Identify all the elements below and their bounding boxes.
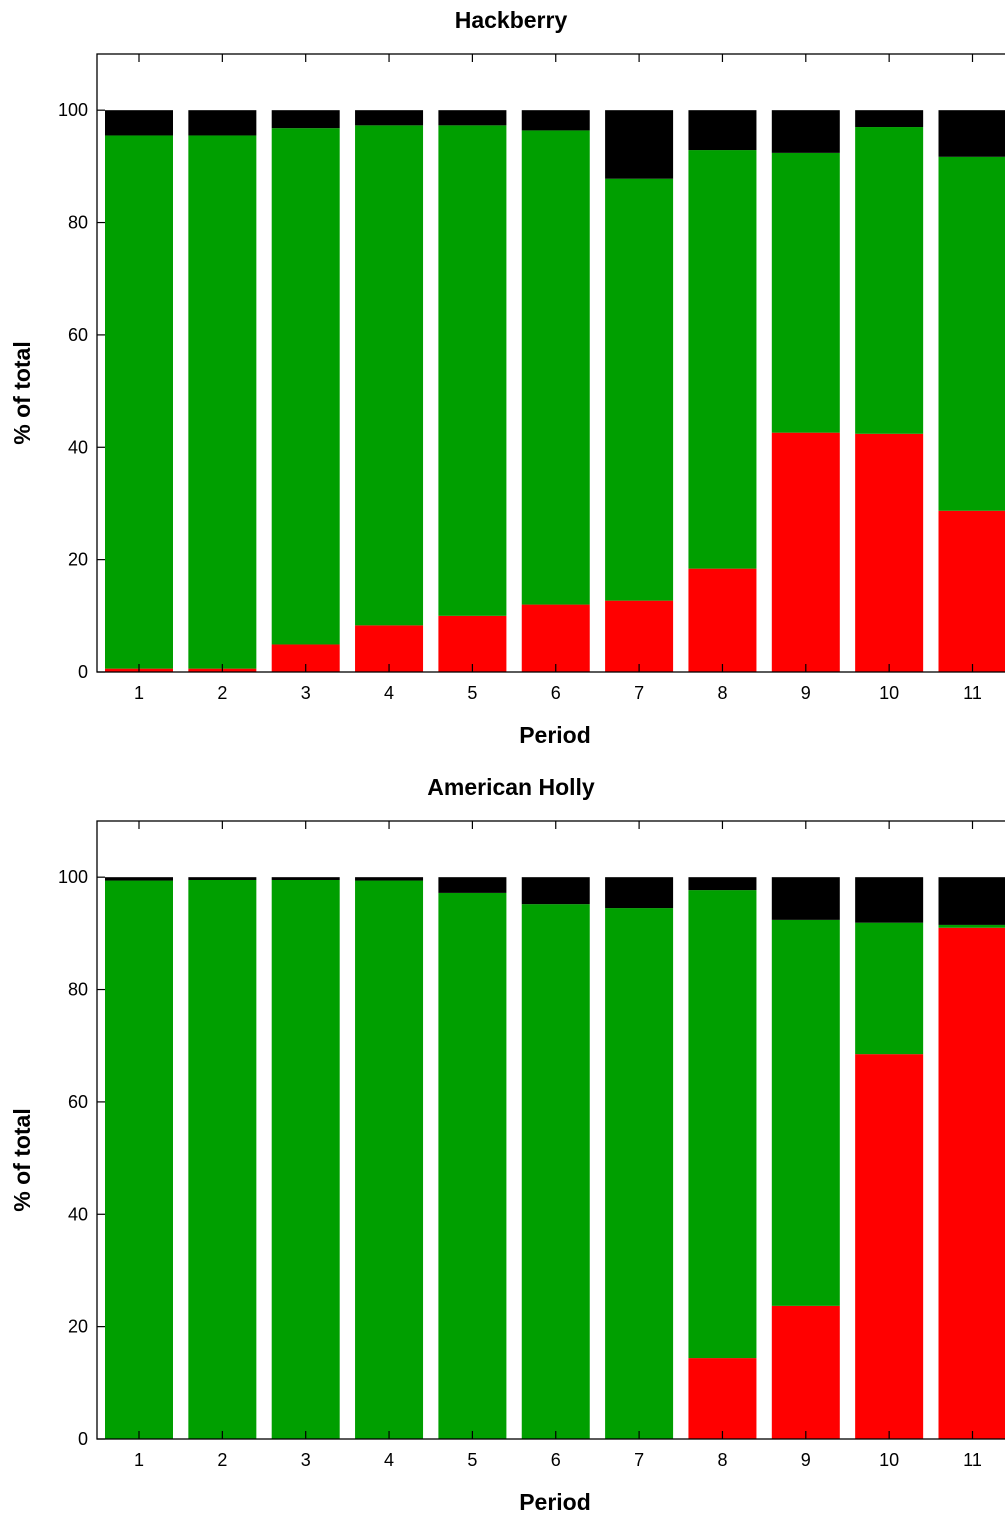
x-tick-label: 5	[467, 1450, 477, 1470]
hackberry-bar-period-10-segment-3	[855, 110, 923, 127]
american-holly-bar-period-3-segment-2	[272, 880, 340, 1439]
chart-title: American Holly	[427, 774, 595, 800]
american-holly-bar-period-1-segment-2	[105, 881, 173, 1439]
hackberry-bar-period-3-segment-2	[272, 128, 340, 644]
american-holly-bar-period-10-segment-2	[855, 923, 923, 1054]
y-tick-label: 100	[58, 867, 88, 887]
hackberry-bar-period-10-segment-1	[855, 434, 923, 672]
x-tick-label: 8	[717, 683, 727, 703]
hackberry-bar-period-11-segment-1	[939, 511, 1005, 672]
hackberry-bar-period-6-segment-2	[522, 130, 590, 604]
american-holly-bar-period-6-segment-2	[522, 904, 590, 1439]
american-holly-bar-period-1-segment-3	[105, 877, 173, 880]
hackberry-bar-period-5-segment-3	[438, 110, 506, 125]
y-tick-label: 60	[68, 325, 88, 345]
hackberry-bar-period-11-segment-3	[939, 110, 1005, 157]
y-tick-label: 20	[68, 1317, 88, 1337]
x-tick-label: 11	[963, 1450, 982, 1470]
hackberry-bar-period-11-segment-2	[939, 157, 1005, 511]
y-tick-label: 40	[68, 437, 88, 457]
hackberry-bar-period-7-segment-1	[605, 601, 673, 672]
american-holly-chart-panel: American Holly 0 20 40 60 80 100 1 2 3 4 5 6 7 8 9 10 11 P…	[0, 767, 1005, 1527]
american-holly-bar-period-5-segment-2	[438, 893, 506, 1439]
american-holly-bar-period-11-segment-1	[939, 928, 1005, 1439]
y-axis-label: % of total	[9, 1108, 35, 1212]
x-tick-label: 3	[301, 683, 311, 703]
american-holly-bar-period-11-segment-3	[939, 877, 1005, 925]
american-holly-bar-period-10-segment-1	[855, 1054, 923, 1439]
hackberry-bar-period-1-segment-2	[105, 135, 173, 668]
x-tick-label: 7	[634, 1450, 644, 1470]
hackberry-bar-period-6-segment-1	[522, 605, 590, 672]
american-holly-bar-period-2-segment-2	[188, 880, 256, 1439]
hackberry-bar-period-3-segment-3	[272, 110, 340, 128]
y-tick-label: 80	[68, 980, 88, 1000]
y-tick-label: 40	[68, 1204, 88, 1224]
american-holly-bar-period-8-segment-1	[688, 1358, 756, 1439]
x-tick-label: 9	[801, 683, 811, 703]
y-tick-label: 20	[68, 550, 88, 570]
hackberry-bar-period-1-segment-3	[105, 110, 173, 135]
american-holly-bar-period-10-segment-3	[855, 877, 923, 923]
american-holly-bar-period-5-segment-3	[438, 877, 506, 893]
y-tick-label: 80	[68, 213, 88, 233]
hackberry-bar-period-7-segment-2	[605, 179, 673, 601]
american-holly-bar-period-9-segment-2	[772, 920, 840, 1306]
hackberry-bar-period-5-segment-1	[438, 616, 506, 672]
x-tick-label: 4	[384, 683, 394, 703]
x-tick-label: 9	[801, 1450, 811, 1470]
american-holly-bar-period-2-segment-3	[188, 877, 256, 880]
american-holly-bar-period-7-segment-2	[605, 908, 673, 1439]
x-tick-label: 11	[963, 683, 982, 703]
hackberry-bar-period-8-segment-2	[688, 150, 756, 569]
x-tick-label: 2	[217, 1450, 227, 1470]
american-holly-bar-period-4-segment-3	[355, 877, 423, 880]
x-tick-label: 6	[551, 1450, 561, 1470]
american-holly-bar-period-8-segment-3	[688, 877, 756, 890]
american-holly-bar-period-6-segment-3	[522, 877, 590, 904]
american-holly-bar-period-7-segment-3	[605, 877, 673, 908]
hackberry-bar-period-4-segment-3	[355, 110, 423, 125]
american-holly-stacked-bar-chart: American Holly 0 20 40 60 80 100 1 2 3 4 5 6 7 8 9 10 11 P…	[0, 767, 1005, 1527]
y-tick-label: 0	[78, 1429, 88, 1449]
x-axis-label: Period	[519, 1489, 591, 1515]
x-tick-label: 6	[551, 683, 561, 703]
x-tick-label: 3	[301, 1450, 311, 1470]
y-axis-label: % of total	[9, 341, 35, 445]
hackberry-bar-period-8-segment-3	[688, 110, 756, 150]
x-tick-label: 5	[467, 683, 477, 703]
american-holly-bar-period-3-segment-3	[272, 877, 340, 880]
hackberry-bar-period-9-segment-3	[772, 110, 840, 153]
american-holly-bar-period-8-segment-2	[688, 890, 756, 1358]
hackberry-stacked-bar-chart: Hackberry 0 20 40 60 80 100 1 2 3 4 5 6 7 8 9 10 11 Period…	[0, 0, 1005, 760]
hackberry-bar-period-8-segment-1	[688, 569, 756, 672]
hackberry-chart-panel: Hackberry 0 20 40 60 80 100 1 2 3 4 5 6 7 8 9 10 11 Period…	[0, 0, 1005, 760]
hackberry-bar-period-6-segment-3	[522, 110, 590, 130]
y-tick-label: 60	[68, 1092, 88, 1112]
y-tick-label: 0	[78, 662, 88, 682]
x-tick-label: 10	[879, 1450, 899, 1470]
x-axis-label: Period	[519, 722, 591, 748]
hackberry-bar-period-4-segment-2	[355, 125, 423, 625]
y-tick-label: 100	[58, 100, 88, 120]
american-holly-bar-period-11-segment-2	[939, 925, 1005, 928]
hackberry-bar-period-5-segment-2	[438, 125, 506, 615]
american-holly-bar-period-9-segment-3	[772, 877, 840, 920]
x-tick-label: 4	[384, 1450, 394, 1470]
american-holly-bar-period-9-segment-1	[772, 1306, 840, 1439]
hackberry-bar-period-7-segment-3	[605, 110, 673, 179]
hackberry-bar-period-2-segment-2	[188, 135, 256, 668]
x-tick-label: 10	[879, 683, 899, 703]
x-tick-label: 1	[134, 1450, 144, 1470]
x-tick-label: 1	[134, 683, 144, 703]
hackberry-bar-period-9-segment-1	[772, 433, 840, 672]
x-tick-label: 7	[634, 683, 644, 703]
hackberry-bar-period-10-segment-2	[855, 127, 923, 434]
x-tick-label: 8	[717, 1450, 727, 1470]
chart-title: Hackberry	[455, 7, 568, 33]
hackberry-bar-period-9-segment-2	[772, 153, 840, 433]
x-tick-label: 2	[217, 683, 227, 703]
american-holly-bar-period-4-segment-2	[355, 881, 423, 1439]
hackberry-bar-period-2-segment-3	[188, 110, 256, 135]
